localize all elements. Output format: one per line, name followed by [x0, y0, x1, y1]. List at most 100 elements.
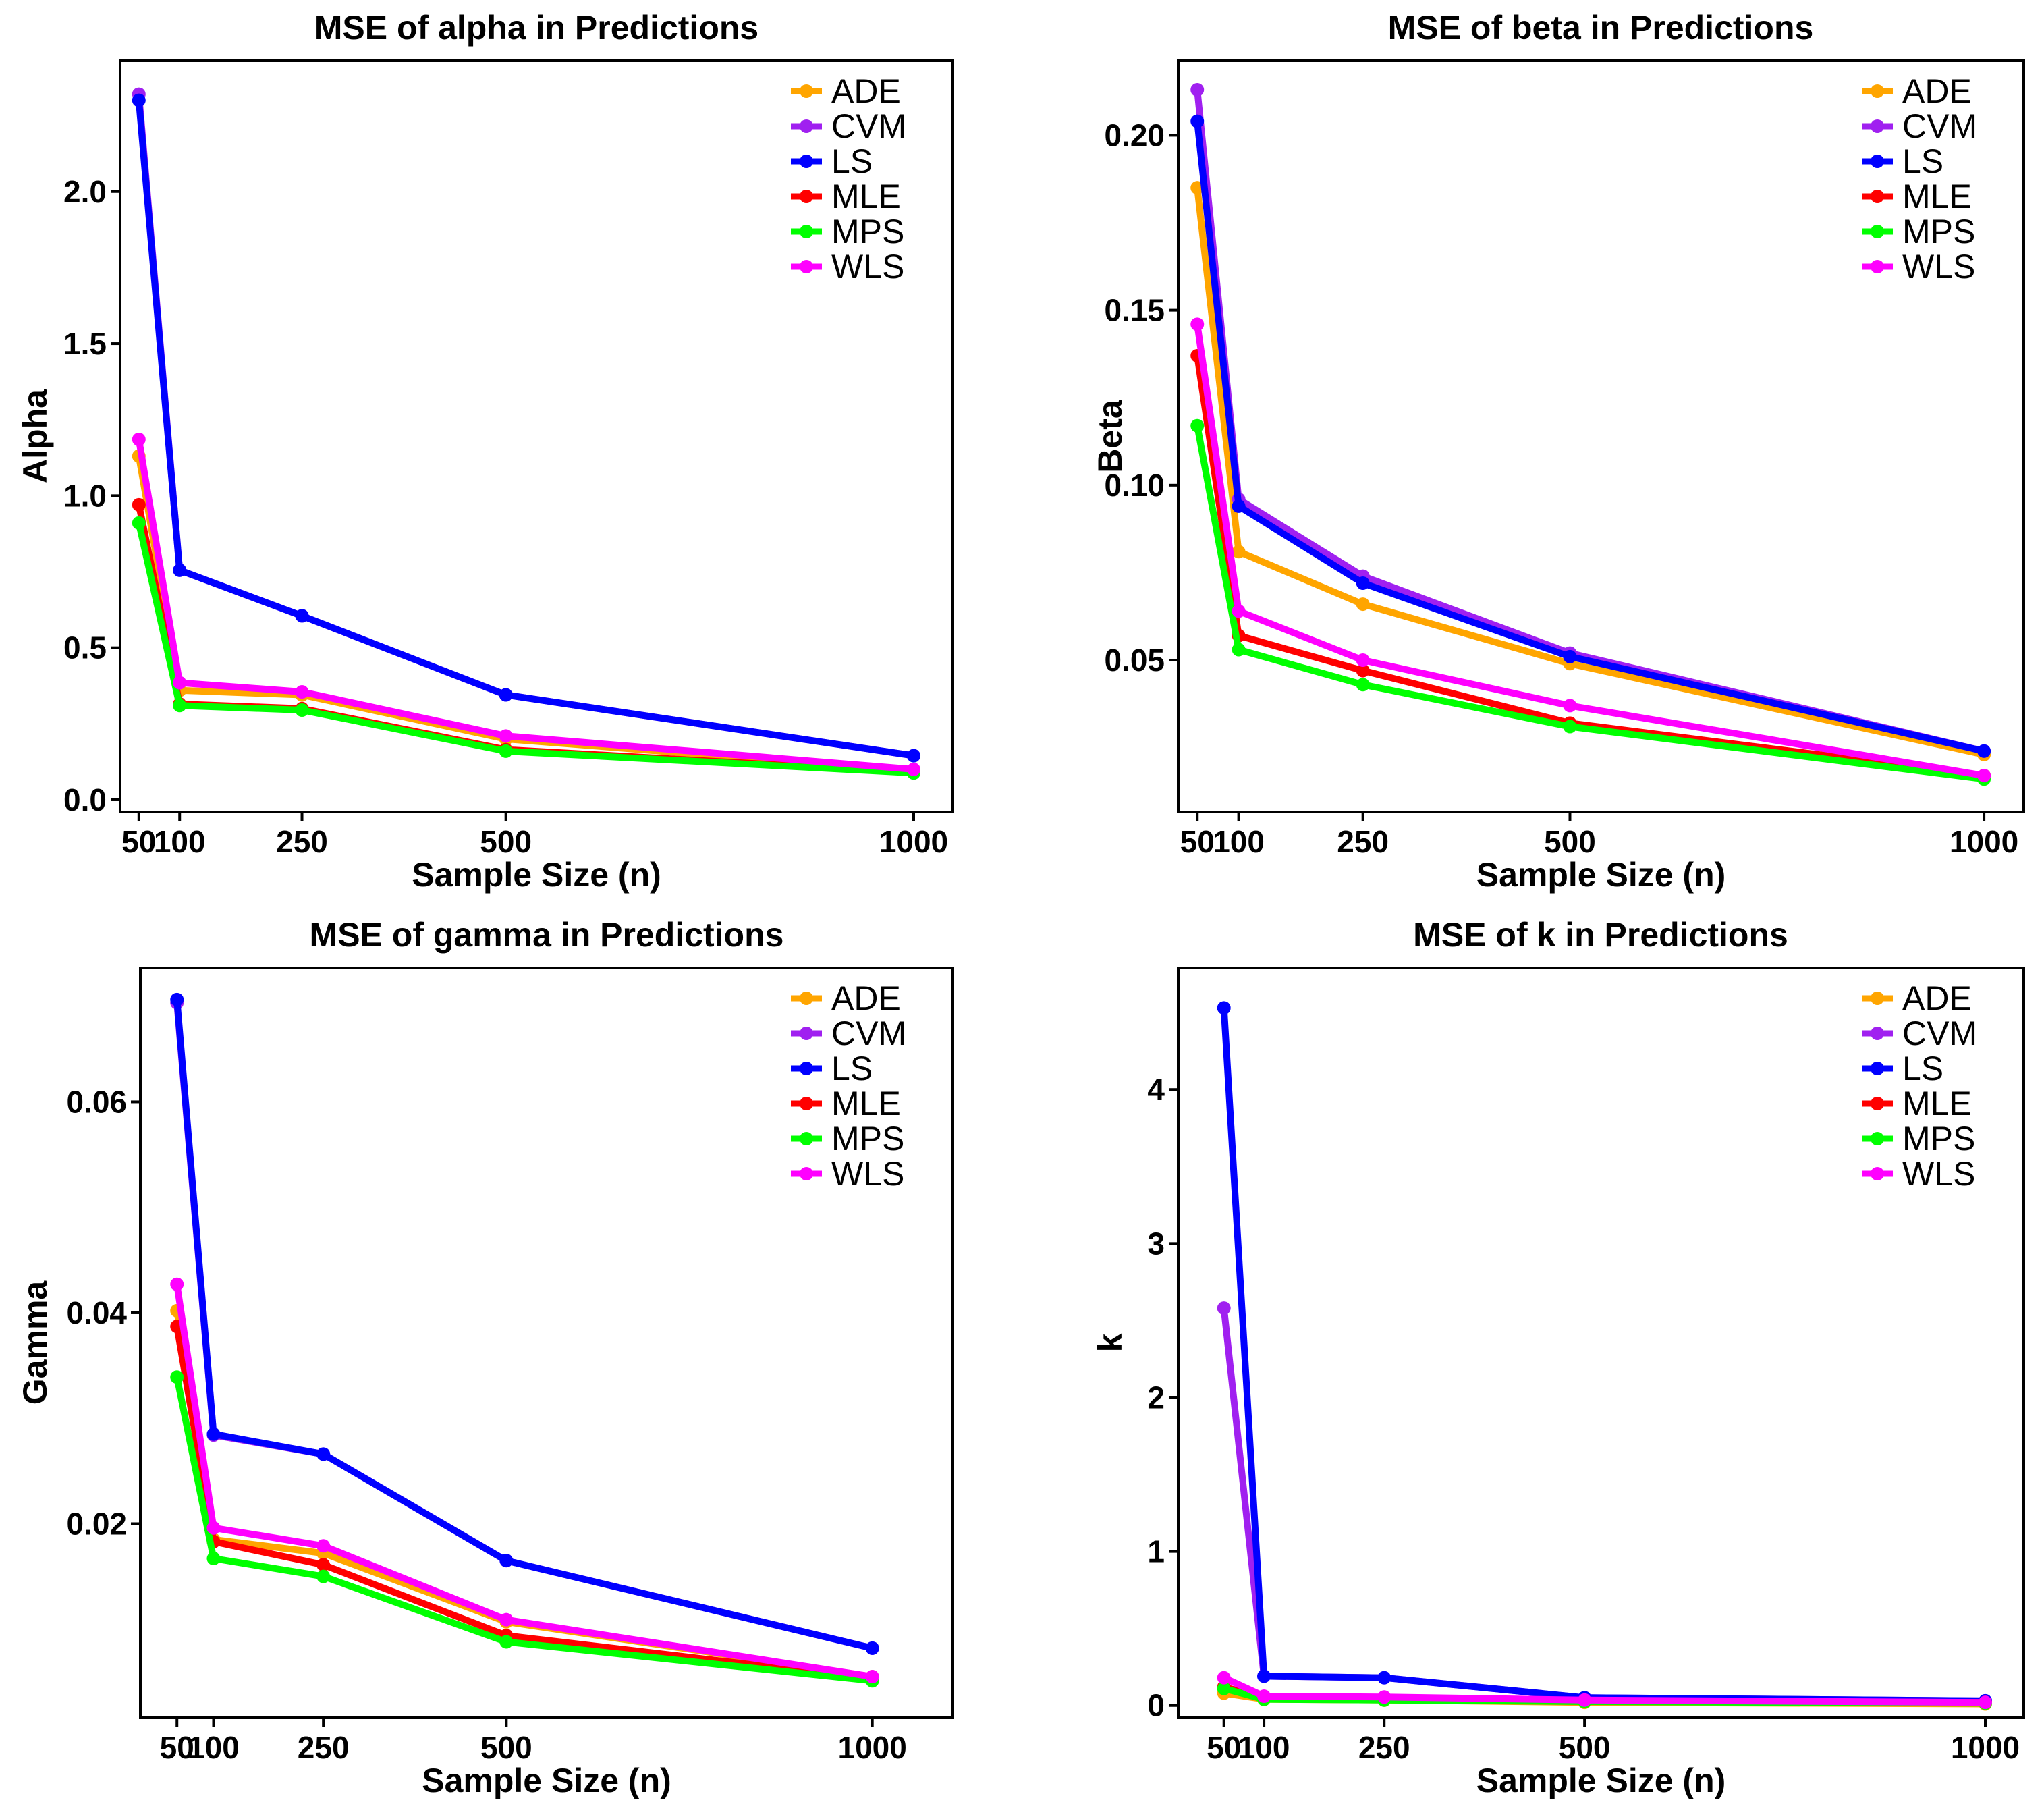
- series-line-ade: [135, 452, 917, 775]
- legend-label-mle: MLE: [831, 178, 901, 215]
- data-point-ls: [1977, 744, 1991, 758]
- legend-label-cvm: CVM: [831, 1014, 906, 1052]
- series-cvm: [132, 87, 920, 763]
- data-point-ade: [1190, 181, 1205, 195]
- data-point-ls: [1232, 499, 1246, 513]
- y-tick-label: 3: [1147, 1226, 1165, 1261]
- data-point-mps: [1232, 643, 1246, 657]
- legend-label-wls: WLS: [1902, 1155, 1975, 1193]
- data-point-ls: [1217, 1001, 1231, 1015]
- plot-border: [1177, 59, 2025, 813]
- y-tick-label: 0.5: [63, 630, 107, 666]
- x-axis-label: Sample Size (n): [1476, 856, 1726, 894]
- y-axis-label: Beta: [1091, 399, 1129, 473]
- x-tick-label: 100: [1238, 1730, 1290, 1765]
- x-axis-label: Sample Size (n): [1476, 1762, 1726, 1799]
- data-point-wls: [1257, 1689, 1271, 1704]
- x-tick-label: 1000: [879, 824, 948, 859]
- y-tick-label: 1: [1147, 1534, 1165, 1569]
- data-point-ls: [906, 749, 920, 763]
- data-point-ls: [1563, 649, 1577, 663]
- x-tick-label: 500: [480, 824, 532, 859]
- data-point-mps: [132, 516, 146, 530]
- data-point-mps: [499, 744, 513, 758]
- data-point-ls: [1356, 576, 1370, 590]
- y-axis-label: Gamma: [16, 1280, 54, 1405]
- data-point-mle: [132, 497, 146, 512]
- chart-panel-2: MSE of gamma in Predictions Sample Size (…: [16, 916, 954, 1799]
- chart-panel-3: MSE of k in Predictions Sample Size (n) k 0…: [1091, 916, 2025, 1799]
- data-point-wls: [316, 1539, 331, 1553]
- legend-marker-cvm: [800, 119, 813, 133]
- series-ls: [132, 93, 920, 763]
- data-point-mps: [1356, 678, 1370, 692]
- legend-marker-mle: [800, 190, 813, 203]
- data-point-ls: [1257, 1669, 1271, 1683]
- data-point-mps: [1190, 418, 1205, 433]
- data-point-ls: [173, 563, 187, 577]
- data-point-ls: [206, 1427, 221, 1441]
- legend-marker-cvm: [1871, 1027, 1884, 1040]
- legend-marker-mle: [1871, 1097, 1884, 1110]
- legend-marker-wls: [1871, 260, 1884, 273]
- y-axis-label: Alpha: [16, 389, 54, 483]
- data-point-wls: [1578, 1693, 1592, 1707]
- data-point-ls: [1377, 1671, 1391, 1685]
- data-point-mps: [499, 1635, 514, 1649]
- plot-border: [119, 59, 954, 813]
- series-line-cvm: [173, 999, 876, 1652]
- x-tick-label: 1000: [838, 1730, 907, 1765]
- data-point-ls: [865, 1641, 879, 1655]
- series-line-mle: [135, 501, 917, 776]
- x-tick-label: 100: [154, 824, 206, 859]
- y-tick-label: 0.10: [1104, 468, 1165, 503]
- series-line-wls: [135, 436, 917, 773]
- series-ade: [1190, 181, 1991, 761]
- series-mps: [170, 1370, 879, 1688]
- data-point-mps: [295, 703, 309, 717]
- legend-label-ade: ADE: [831, 72, 901, 110]
- legend-marker-wls: [1871, 1167, 1884, 1180]
- data-point-ls: [316, 1447, 331, 1461]
- legend-marker-mps: [1871, 225, 1884, 238]
- series-line-wls: [1220, 1674, 1989, 1706]
- x-tick-label: 1000: [1951, 1730, 2020, 1765]
- legend-label-ls: LS: [1902, 1050, 1943, 1087]
- chart-title: MSE of k in Predictions: [1413, 916, 1788, 954]
- series-wls: [1217, 1671, 1992, 1710]
- data-point-ade: [1232, 545, 1246, 559]
- series-ade: [132, 449, 920, 778]
- series-line-mle: [1194, 352, 1988, 780]
- chart-title: MSE of gamma in Predictions: [310, 916, 784, 954]
- y-tick-label: 0.06: [66, 1084, 127, 1119]
- data-point-wls: [1978, 1695, 1992, 1710]
- x-tick-label: 250: [276, 824, 328, 859]
- y-tick-label: 1.0: [63, 478, 107, 513]
- y-tick-label: 0.02: [66, 1506, 127, 1541]
- legend-label-ls: LS: [831, 142, 873, 180]
- y-tick-label: 1.5: [63, 326, 107, 361]
- legend-label-wls: WLS: [1902, 248, 1975, 286]
- legend-marker-mle: [800, 1097, 813, 1110]
- data-point-wls: [499, 729, 513, 743]
- legend-label-ade: ADE: [1902, 72, 1972, 110]
- data-point-wls: [1190, 317, 1205, 331]
- legend-marker-wls: [800, 1167, 813, 1180]
- data-point-wls: [906, 762, 920, 776]
- data-point-mps: [173, 699, 187, 713]
- plot-border: [1177, 967, 2025, 1719]
- legend-marker-mps: [1871, 1132, 1884, 1145]
- chart-title: MSE of beta in Predictions: [1388, 9, 1814, 47]
- x-tick-label: 500: [480, 1730, 532, 1765]
- legend-label-cvm: CVM: [831, 107, 906, 145]
- y-tick-label: 4: [1147, 1072, 1165, 1107]
- legend-label-wls: WLS: [831, 1155, 904, 1193]
- data-point-cvm: [1217, 1301, 1231, 1315]
- series-cvm: [1217, 1301, 1992, 1708]
- data-point-wls: [865, 1670, 879, 1684]
- data-point-ls: [1190, 114, 1205, 128]
- data-point-wls: [1217, 1671, 1231, 1685]
- x-tick-label: 100: [188, 1730, 240, 1765]
- data-point-ls: [295, 609, 309, 623]
